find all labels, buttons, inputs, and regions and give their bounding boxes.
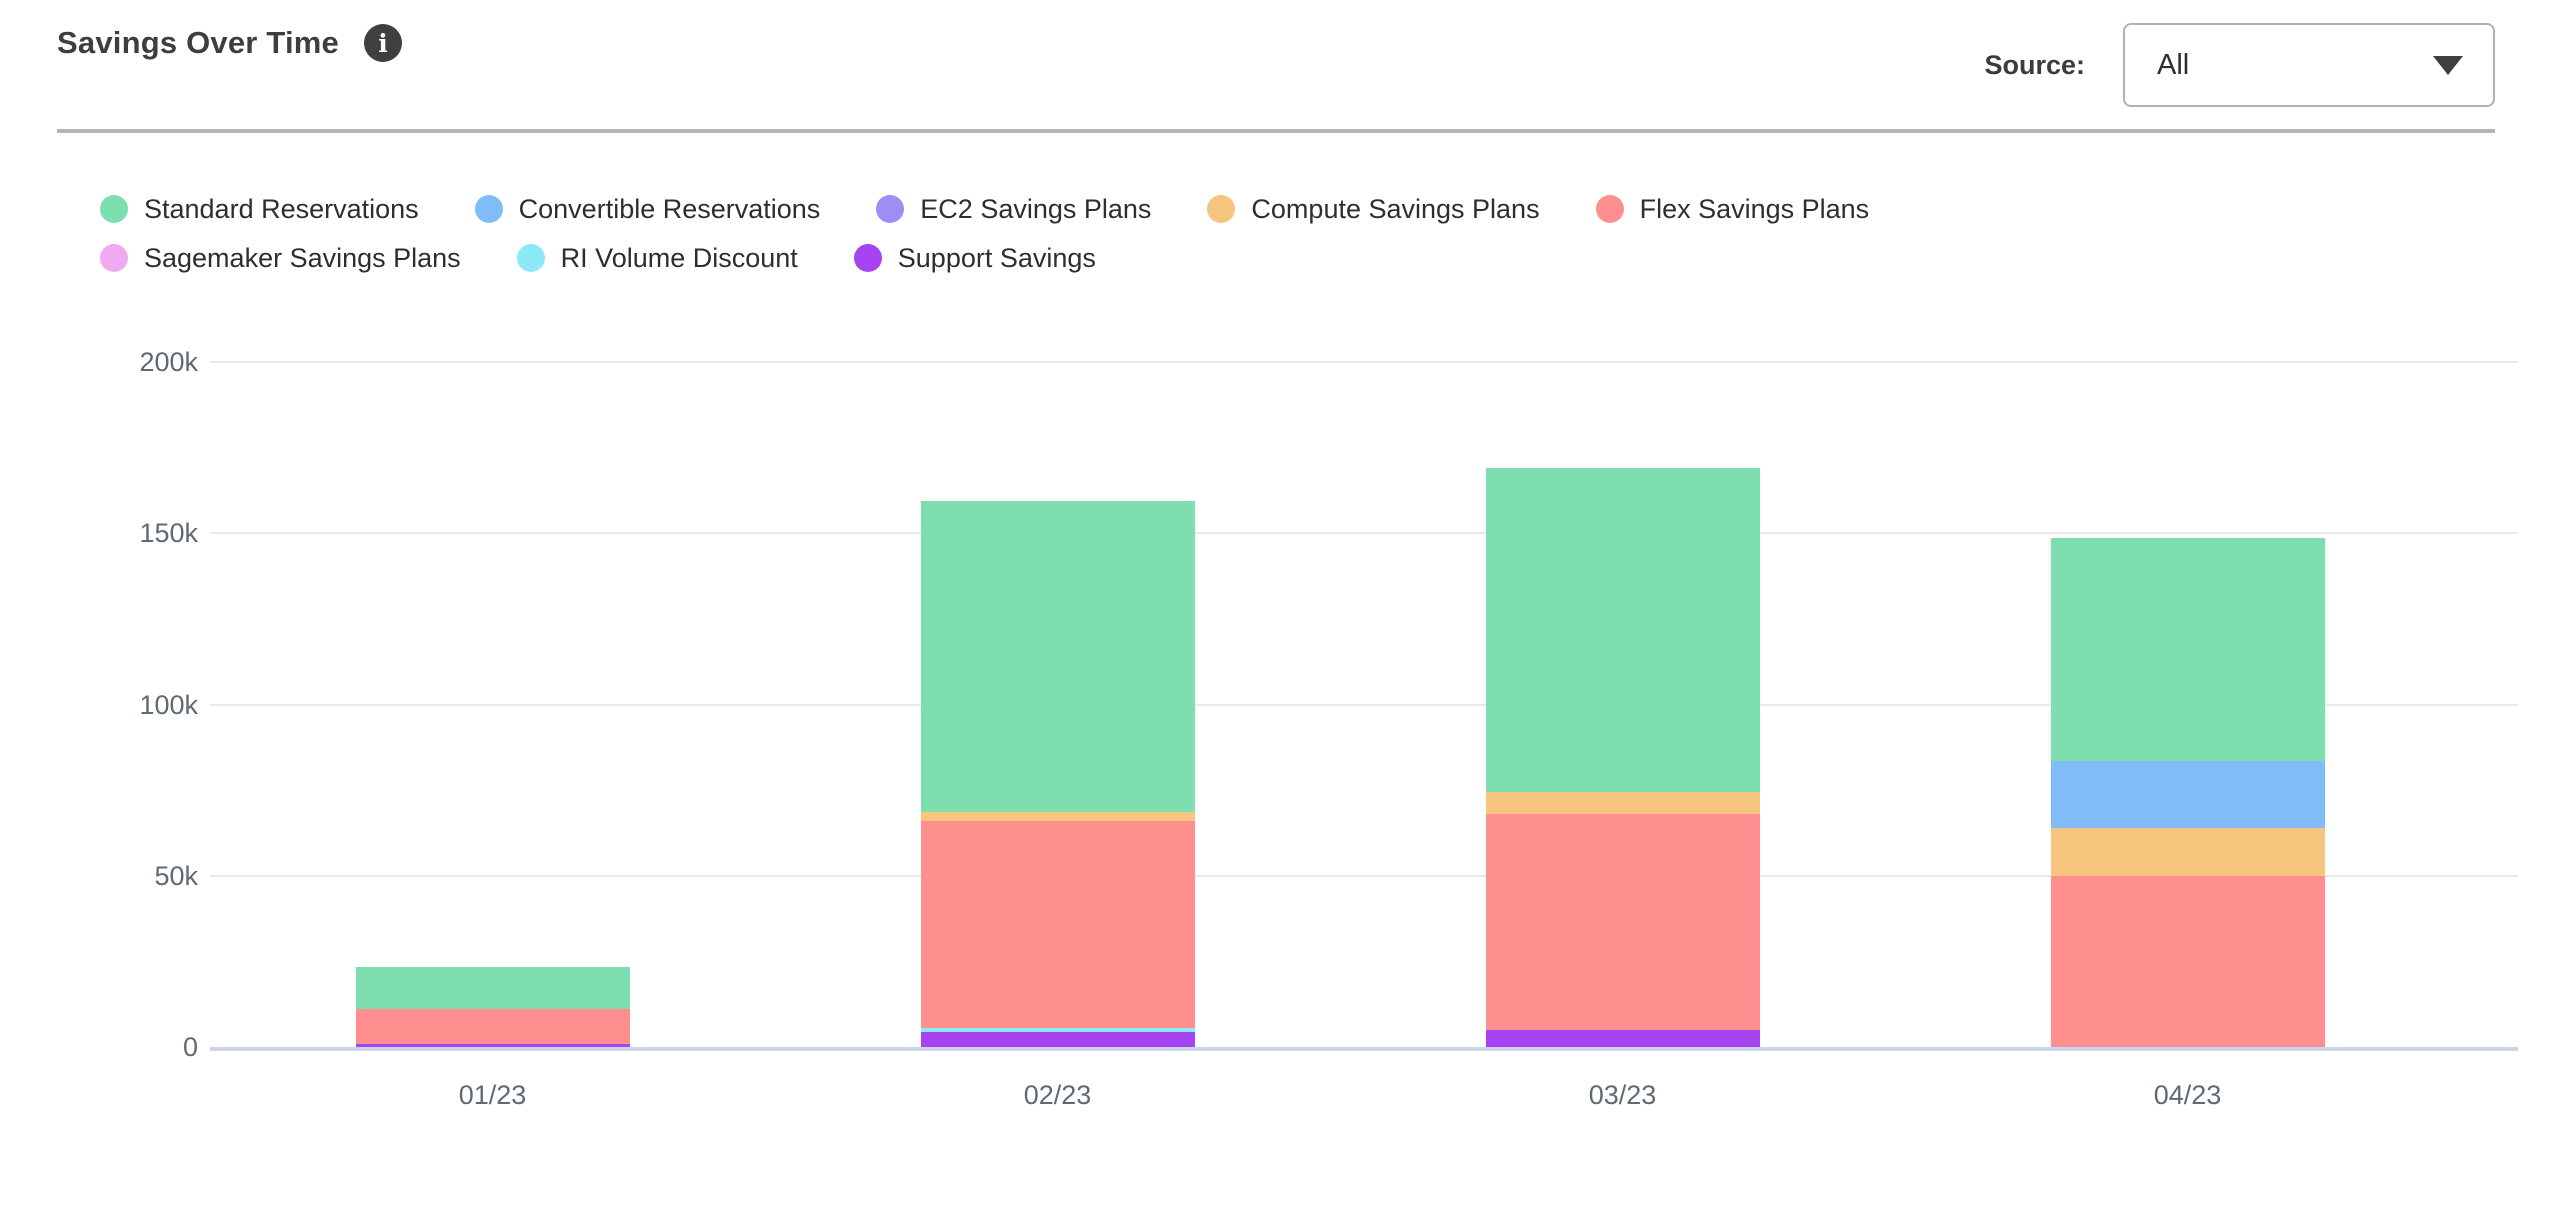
y-axis-tick-label: 150k [139,518,198,549]
gridline [210,874,2518,877]
bar-segment[interactable] [2050,875,2325,1047]
bar-segment[interactable] [920,1028,1195,1032]
source-control: Source: All [1984,23,2495,107]
chevron-down-icon [2433,55,2463,75]
legend-dot-icon [853,244,882,272]
title-wrap: Savings Over Time i [57,24,402,62]
bar-segment[interactable] [355,966,630,1010]
x-axis-line [210,1047,2518,1051]
bar-segment[interactable] [920,500,1195,813]
bar-segment[interactable] [1485,1029,1760,1047]
bar-segment[interactable] [1485,791,1760,815]
legend-item[interactable]: Support Savings [853,241,1096,275]
chart-legend: Standard Reservations Convertible Reserva… [100,192,2150,275]
legend-item[interactable]: EC2 Savings Plans [876,192,1151,226]
info-icon-glyph: i [378,28,388,58]
source-select[interactable]: All [2123,23,2495,107]
bar-segment[interactable] [1485,468,1760,792]
legend-label: RI Volume Discount [560,242,798,273]
bar-segment[interactable] [2050,538,2325,761]
y-axis-tick-label: 200k [139,347,198,377]
bar-segment[interactable] [355,1043,630,1047]
legend-label: Standard Reservations [144,193,419,224]
legend-dot-icon [100,244,128,272]
source-label: Source: [1984,49,2085,80]
legend-item[interactable]: Sagemaker Savings Plans [100,241,461,275]
page-title: Savings Over Time [57,25,339,60]
source-select-value: All [2157,48,2190,81]
bar-segment[interactable] [920,812,1195,821]
x-axis-tick-label: 03/23 [1588,1080,1657,1110]
bar-segment[interactable] [2050,827,2325,876]
legend-item[interactable]: Standard Reservations [100,192,419,226]
bar-segment[interactable] [355,1009,630,1044]
y-axis-tick-label: 50k [154,860,198,891]
legend-label: Support Savings [897,242,1096,273]
bar-segment[interactable] [920,820,1195,1029]
legend-dot-icon [1595,195,1624,223]
legend-dot-icon [100,195,128,223]
legend-dot-icon [1207,195,1236,223]
panel-header: Savings Over Time i Source: All [0,0,2562,130]
x-axis-tick-label: 04/23 [2153,1080,2222,1110]
bar-segment[interactable] [2050,761,2325,828]
legend-item[interactable]: RI Volume Discount [516,241,798,275]
legend-label: EC2 Savings Plans [920,193,1152,224]
legend-label: Sagemaker Savings Plans [144,242,461,273]
legend-item[interactable]: Flex Savings Plans [1595,192,1870,226]
legend-label: Convertible Reservations [518,193,821,224]
x-axis-tick-label: 01/23 [458,1080,527,1110]
legend-dot-icon [474,195,503,223]
bar-segment[interactable] [1485,814,1760,1030]
gridline [210,532,2518,535]
bar-segment[interactable] [920,1031,1195,1047]
header-divider [57,129,2495,133]
gridline [210,361,2518,363]
legend-dot-icon [876,195,905,223]
legend-item[interactable]: Convertible Reservations [474,192,821,226]
y-axis-tick-label: 100k [139,689,198,720]
y-axis-tick-label: 0 [182,1032,198,1062]
x-axis-tick-label: 02/23 [1023,1080,1092,1110]
legend-item[interactable]: Compute Savings Plans [1207,192,1540,226]
legend-dot-icon [516,244,545,272]
legend-label: Flex Savings Plans [1639,193,1870,224]
info-icon[interactable]: i [363,24,402,62]
legend-label: Compute Savings Plans [1251,193,1540,224]
gridline [210,703,2518,706]
